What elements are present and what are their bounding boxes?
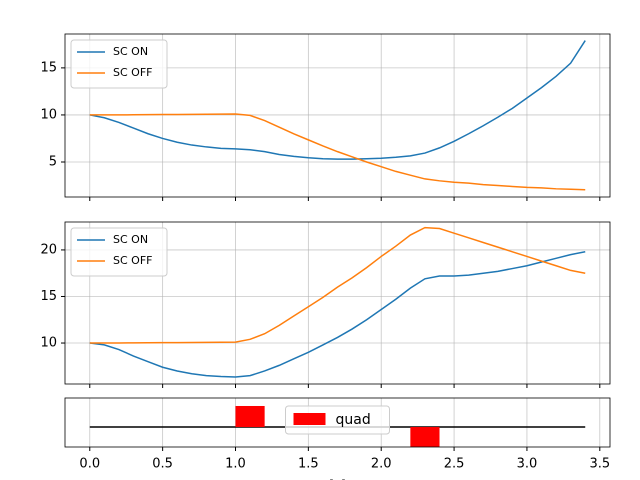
legend-label: SC ON [113,233,148,246]
y-tick-label: 15 [40,60,57,75]
legend-label: SC OFF [113,66,152,79]
y-tick-label: 10 [40,107,57,122]
line-series [89,251,586,378]
bar [410,427,440,447]
y-tick-label: 20 [40,242,57,257]
axes-frame [64,221,611,385]
x-tick-label: 1.0 [225,457,246,472]
line-series [89,113,586,191]
line-series [89,40,586,160]
x-axis-label: [s] [329,479,346,480]
legend-swatch [293,413,326,425]
legend-label: quad [336,412,371,428]
x-tick-label: 2.0 [371,457,392,472]
legend-label: SC ON [113,45,148,58]
x-tick-label: 3.0 [517,457,538,472]
subplot: 5 10 15 SC ON SC OFF [40,33,611,201]
subplot: 0.0 0.5 1.0 1.5 2.0 2.5 3.0 3.5 quad [s] [64,397,611,480]
axes-frame [64,33,611,198]
legend: SC ON SC OFF [70,39,168,89]
axes-frame [64,397,611,448]
y-tick-label: 5 [49,154,57,169]
bar [235,405,265,428]
legend: SC ON SC OFF [70,227,168,277]
x-tick-label: 0.5 [152,457,173,472]
x-tick-label: 2.5 [444,457,465,472]
legend-label: SC OFF [113,254,152,267]
y-tick-label: 15 [40,289,57,304]
x-tick-label: 3.5 [589,457,610,472]
x-tick-label: 1.5 [298,457,319,472]
line-series [89,226,586,344]
subplot: 10 15 20 SC ON SC OFF [40,221,611,388]
x-tick-label: 0.0 [79,457,100,472]
y-tick-label: 10 [40,336,57,351]
